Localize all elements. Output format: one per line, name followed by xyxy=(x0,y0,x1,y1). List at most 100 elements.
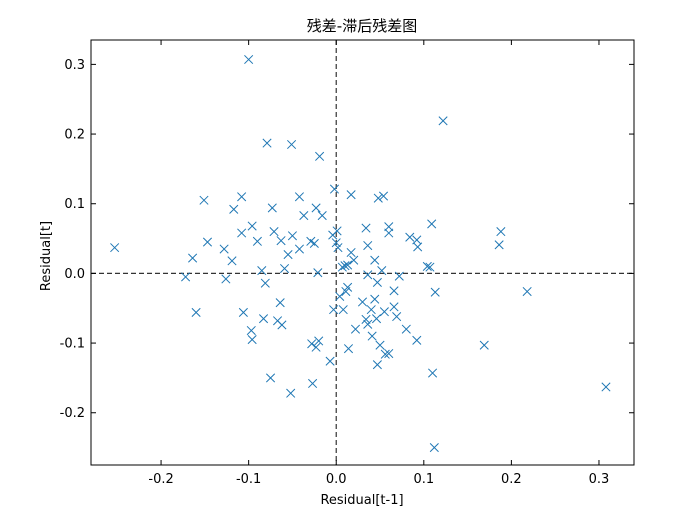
y-tick-label: 0.0 xyxy=(64,267,85,282)
data-point xyxy=(372,360,382,370)
data-point xyxy=(275,298,285,308)
data-point xyxy=(350,324,361,334)
data-point xyxy=(425,262,435,272)
data-point xyxy=(286,388,296,398)
data-point xyxy=(370,255,380,265)
data-point xyxy=(227,256,237,266)
data-point xyxy=(494,240,504,250)
y-tick-label: -0.1 xyxy=(60,337,85,352)
axes-frame xyxy=(90,39,635,466)
x-tick-label: 0.2 xyxy=(501,472,522,487)
data-point xyxy=(279,263,290,274)
data-point xyxy=(413,242,423,252)
data-point xyxy=(258,314,269,324)
data-point xyxy=(287,231,297,241)
data-point xyxy=(252,236,262,246)
data-point xyxy=(299,211,309,221)
data-point xyxy=(401,324,411,334)
data-point xyxy=(412,335,422,345)
x-tick-label: 0.0 xyxy=(326,472,347,487)
data-point xyxy=(343,260,353,270)
data-point xyxy=(343,344,354,354)
data-point xyxy=(428,368,438,378)
data-point xyxy=(377,266,387,276)
data-point xyxy=(311,342,321,352)
data-point xyxy=(357,297,368,307)
data-point xyxy=(479,340,489,350)
data-point xyxy=(317,211,327,221)
data-point xyxy=(314,336,324,346)
data-point xyxy=(329,305,339,315)
data-point xyxy=(325,356,335,366)
plot-area: -0.2 -0.1 0.0 0.1 0.2 0.3 -0.2 -0.1 0.0 0.1 0.2 0.3 xyxy=(60,39,635,487)
data-point xyxy=(237,228,247,238)
data-point xyxy=(422,261,432,271)
x-axis-title: Residual[t-1] xyxy=(320,493,403,508)
y-tick-label: 0.1 xyxy=(64,197,85,212)
data-point xyxy=(392,312,402,322)
data-point xyxy=(373,193,383,203)
x-tick-label: 0.1 xyxy=(413,472,434,487)
data-point xyxy=(269,227,279,237)
data-point xyxy=(188,253,198,263)
data-point xyxy=(496,227,506,237)
data-point xyxy=(229,204,239,214)
data-point xyxy=(191,307,201,317)
data-point xyxy=(427,219,437,229)
data-point xyxy=(221,274,231,284)
data-point xyxy=(601,382,611,392)
data-point xyxy=(244,54,254,65)
data-point xyxy=(438,116,448,126)
data-point xyxy=(277,320,287,330)
data-point xyxy=(370,294,380,304)
data-point xyxy=(340,261,350,271)
data-point xyxy=(372,277,382,288)
data-point xyxy=(346,247,356,258)
data-point xyxy=(430,287,440,297)
data-point xyxy=(380,349,390,359)
data-point xyxy=(202,237,213,247)
data-point xyxy=(405,232,415,242)
data-point xyxy=(394,271,404,281)
data-point xyxy=(363,319,373,329)
y-tick-label: 0.2 xyxy=(64,128,85,143)
data-point xyxy=(349,255,359,265)
data-point xyxy=(363,270,373,280)
data-point xyxy=(361,223,371,233)
data-point xyxy=(307,339,317,349)
data-point xyxy=(181,272,191,282)
data-point xyxy=(313,268,323,278)
data-point xyxy=(287,139,297,150)
chart-title: 残差-滞后残差图 xyxy=(307,17,417,35)
data-point xyxy=(246,325,256,336)
data-point xyxy=(363,240,373,251)
data-point xyxy=(219,244,229,254)
data-point xyxy=(335,291,345,301)
data-point xyxy=(267,203,277,213)
data-point xyxy=(375,340,385,350)
data-point xyxy=(389,286,399,296)
data-point xyxy=(283,250,293,260)
data-point xyxy=(333,243,343,253)
data-point xyxy=(341,286,351,297)
data-point xyxy=(346,190,356,200)
data-point xyxy=(237,192,247,202)
data-point xyxy=(384,348,394,359)
data-point xyxy=(379,307,389,317)
x-tick-label: -0.2 xyxy=(148,472,173,487)
data-point xyxy=(337,262,347,272)
data-point xyxy=(247,221,257,231)
y-tick-label: 0.3 xyxy=(64,58,85,73)
data-point xyxy=(522,286,532,297)
data-point xyxy=(389,302,399,312)
data-point xyxy=(247,335,257,345)
y-axis-title: Residual[t] xyxy=(39,221,54,291)
data-point xyxy=(315,151,325,161)
data-point xyxy=(366,305,376,315)
data-point xyxy=(329,184,340,194)
data-point xyxy=(311,203,321,213)
x-tick-label: 0.3 xyxy=(589,472,610,487)
data-point xyxy=(294,192,304,202)
data-point xyxy=(260,278,270,288)
